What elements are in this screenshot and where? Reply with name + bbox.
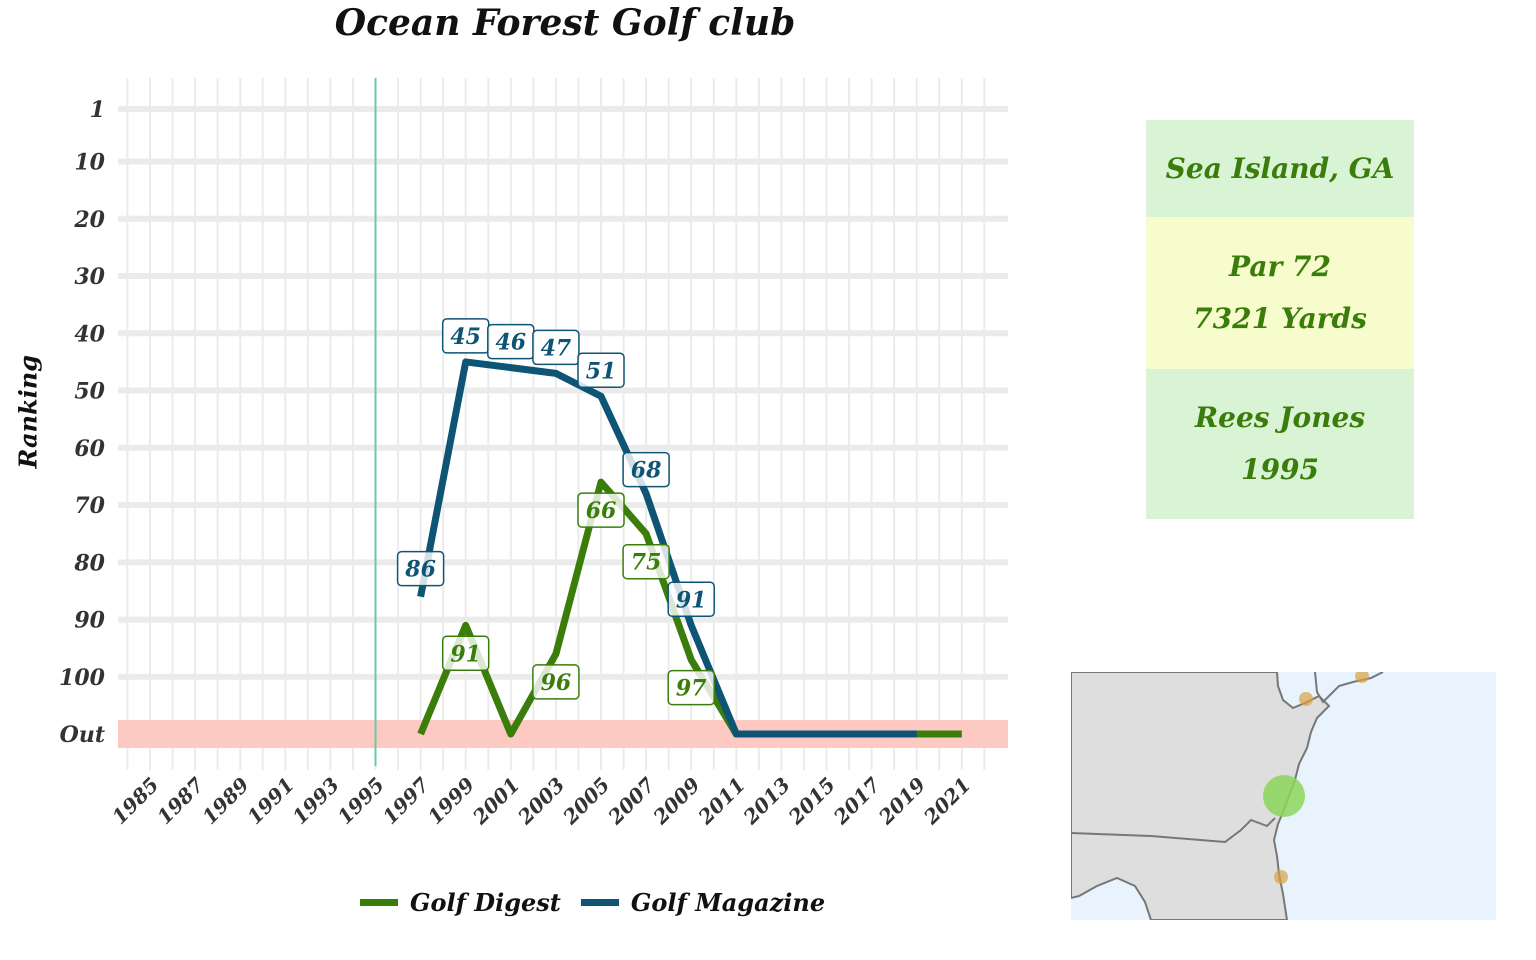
data-label-text: 96 [541, 670, 572, 696]
data-label: 91 [441, 635, 490, 672]
x-tick-label: 2017 [828, 773, 885, 830]
data-label-box [532, 664, 580, 700]
data-label: 86 [396, 550, 445, 587]
data-label: 96 [532, 664, 580, 700]
data-label-text: 45 [450, 324, 481, 350]
nearby-course-dot [1355, 672, 1369, 683]
x-tick-label: 2009 [648, 773, 705, 830]
data-label-text: 97 [676, 676, 707, 702]
legend-label-golf-digest: Golf Digest [410, 888, 561, 917]
data-label: 66 [577, 492, 625, 528]
location-text: Sea Island, GA [1165, 151, 1395, 185]
y-tick-label: 20 [73, 207, 105, 233]
legend-swatch-golf-magazine [580, 899, 619, 906]
y-tick-label: Out [60, 722, 105, 748]
data-label-text: 51 [586, 358, 617, 384]
yards-text: 7321 Yards [1193, 302, 1367, 335]
data-label-text: 91 [450, 641, 481, 667]
x-tick-label: 2001 [467, 773, 524, 830]
x-tick-label: 1995 [333, 773, 389, 829]
data-label: 47 [532, 329, 580, 366]
y-tick-label: 1 [90, 97, 105, 123]
legend-item-golf-magazine: Golf Magazine [580, 888, 826, 917]
data-label-box [667, 669, 715, 706]
x-tick-label: 1999 [423, 773, 479, 829]
data-label-box [532, 329, 580, 366]
y-tick-label: 30 [74, 264, 105, 290]
legend-label-golf-magazine: Golf Magazine [630, 888, 826, 917]
year-text: 1995 [1241, 453, 1319, 486]
x-tick-label: 2005 [557, 773, 614, 830]
y-axis-label: Ranking [13, 355, 43, 469]
x-tick-label: 1993 [288, 773, 344, 829]
data-label: 51 [577, 352, 625, 389]
data-label: 97 [667, 669, 715, 706]
x-tick-labels: 1985198719891991199319951997199920012003… [107, 773, 975, 830]
x-tick-label: 1985 [107, 773, 163, 829]
designer-box: Rees Jones 1995 [1146, 369, 1414, 519]
x-tick-label: 2021 [918, 773, 975, 830]
nearby-course-dot [1274, 870, 1288, 884]
x-tick-label: 2003 [512, 773, 569, 830]
state-border-2 [1314, 672, 1384, 704]
y-tick-labels: 1 10 20 30 40 50 60 70 80 90 100 Out [59, 97, 106, 748]
y-tick-label: 50 [74, 379, 105, 405]
data-label-box [577, 492, 625, 528]
data-label-box [667, 581, 715, 618]
data-label: 91 [667, 581, 715, 618]
x-tick-label: 2011 [693, 773, 750, 830]
x-tick-label: 1989 [197, 773, 253, 829]
data-label-box [622, 543, 670, 580]
x-tick-label: 2019 [873, 773, 930, 830]
data-labels: 91 96 66 75 97 86 45 46 47 51 68 91 [396, 318, 715, 706]
y-tick-label: 90 [74, 608, 105, 634]
data-label-text: 47 [541, 335, 572, 361]
legend-item-golf-digest: Golf Digest [360, 888, 561, 917]
data-label: 68 [622, 451, 670, 488]
par-text: Par 72 [1229, 250, 1331, 283]
x-tick-label: 2015 [783, 773, 840, 830]
out-band [118, 78, 1008, 766]
x-tick-label: 1987 [152, 773, 208, 829]
y-tick-label: 100 [59, 665, 106, 691]
data-label-box [577, 352, 625, 389]
data-label: 46 [487, 323, 535, 360]
data-label-text: 75 [631, 550, 662, 576]
map-svg [1071, 672, 1496, 920]
data-label-text: 86 [404, 557, 436, 583]
data-label-text: 66 [586, 498, 617, 524]
y-tick-label: 60 [74, 436, 105, 462]
course-stats-box: Par 72 7321 Yards [1146, 217, 1414, 369]
x-tick-label: 2007 [603, 773, 660, 830]
data-label-box [396, 550, 445, 587]
course-location-marker [1263, 775, 1305, 817]
legend: Golf Digest Golf Magazine [360, 888, 831, 917]
architect-text: Rees Jones [1194, 401, 1366, 434]
x-tick-label: 2013 [738, 773, 795, 830]
location-box: Sea Island, GA [1146, 120, 1414, 217]
y-tick-label: 10 [74, 150, 105, 176]
data-label: 45 [441, 318, 490, 354]
x-tick-label: 1991 [242, 773, 298, 829]
chart-title: Ocean Forest Golf club [334, 2, 796, 44]
data-label: 75 [622, 543, 670, 580]
state-border-1 [1071, 817, 1276, 844]
data-label-box [622, 451, 670, 488]
x-tick-label: 1997 [378, 773, 434, 829]
data-label-text: 68 [631, 458, 662, 484]
nearby-course-dot [1299, 692, 1313, 706]
legend-swatch-golf-digest [360, 899, 398, 906]
location-map [1071, 672, 1496, 920]
y-tick-label: 40 [74, 321, 105, 347]
y-tick-label: 80 [73, 550, 105, 576]
data-label-text: 91 [676, 587, 707, 613]
y-tick-label: 70 [74, 493, 105, 519]
data-label-text: 46 [495, 330, 526, 356]
data-label-box [441, 635, 490, 672]
